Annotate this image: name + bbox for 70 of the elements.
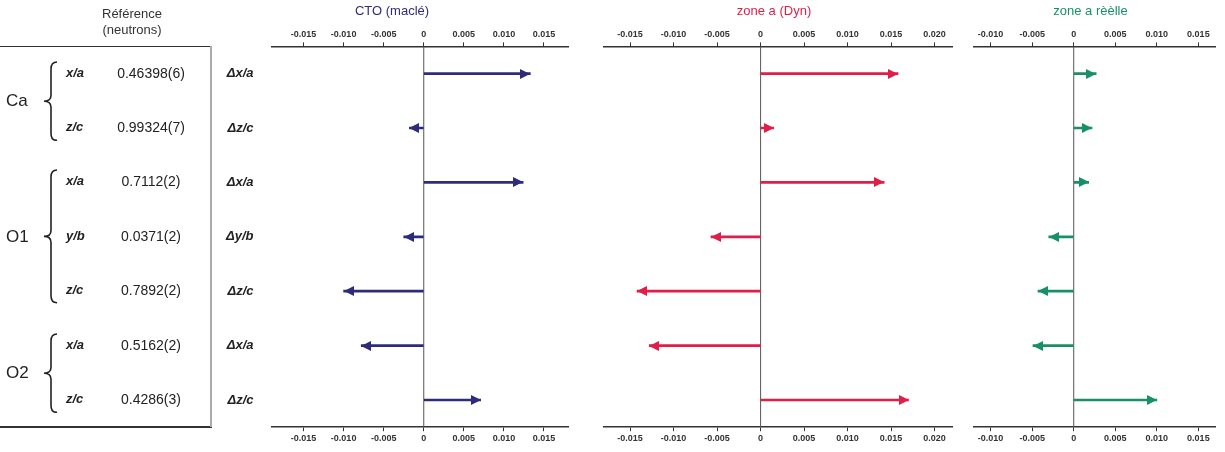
x-tick-label: -0.010 [330, 29, 357, 40]
text: 0.7112(2) [121, 173, 181, 190]
y-tick-label: Δz/c [226, 282, 255, 298]
chart-title: CTO (maclé) [354, 3, 430, 19]
x2-tick-label: 0.005 [452, 433, 476, 444]
x2-tick-label: 0.010 [492, 433, 516, 444]
x-tick-label: 0.015 [1187, 29, 1210, 40]
y-tick-label: Δy/b [225, 228, 254, 244]
category-label: x/a [66, 173, 85, 189]
x-tick-label: 0 [758, 29, 764, 40]
text: Ca [6, 90, 28, 111]
x-tick-label: -0.015 [290, 29, 317, 40]
x-tick-label: 0.015 [532, 29, 556, 40]
text: 0.99324(7) [117, 119, 185, 135]
x2-tick-label: 0.015 [1187, 433, 1210, 444]
text: 0.4286(3) [121, 391, 181, 407]
x-tick-label: 0.020 [923, 29, 946, 40]
chart-title: zone a (Dyn) [736, 3, 812, 19]
x2-tick-label: 0.005 [1104, 433, 1127, 444]
x-tick-label: 0.010 [492, 29, 516, 40]
x2-tick-label: 0.010 [836, 433, 859, 444]
x-tick-label: -0.005 [704, 29, 730, 40]
x2-tick-label: -0.015 [290, 433, 317, 444]
text: 0.0371(2) [121, 227, 181, 244]
category-label: y/b [66, 227, 85, 243]
x-tick-label: 0.010 [1145, 29, 1169, 40]
x2-tick-label: -0.005 [370, 433, 397, 444]
x2-tick-label: -0.005 [704, 433, 730, 444]
x-tick-label: 0 [421, 29, 427, 40]
x2-tick-label: 0.020 [923, 433, 946, 444]
x-tick-label: 0.005 [452, 29, 476, 40]
category-label: x/a [66, 336, 85, 352]
y-tick-label: Δx/a [225, 65, 254, 81]
text: O1 [6, 226, 29, 247]
y-tick-label: Δz/c [226, 391, 255, 407]
x2-tick-label: 0.015 [879, 433, 903, 444]
x-tick-label: 0.005 [1104, 29, 1127, 40]
text: 0.7892(2) [121, 282, 181, 299]
x2-tick-label: -0.010 [977, 433, 1004, 444]
x2-tick-label: 0 [758, 433, 764, 444]
x-tick-label: -0.005 [1019, 29, 1045, 40]
text: Référence (neutrons) [101, 6, 163, 38]
text: 0.46398(6) [117, 64, 185, 81]
text: 0.5162(2) [121, 336, 181, 353]
x-tick-label: 0.010 [836, 29, 859, 40]
x-tick-label: 0 [1071, 29, 1077, 40]
x-tick-label: -0.010 [977, 29, 1004, 40]
x2-tick-label: 0.005 [792, 433, 816, 444]
x2-tick-label: 0.015 [532, 433, 556, 444]
x-tick-label: 0.015 [879, 29, 903, 40]
x-tick-label: -0.015 [617, 29, 643, 40]
x2-tick-label: 0.010 [1145, 433, 1169, 444]
x2-tick-label: -0.010 [330, 433, 357, 444]
y-tick-label: Δx/a [225, 337, 254, 353]
x2-tick-label: -0.015 [617, 433, 643, 444]
x-tick-label: -0.005 [370, 29, 397, 40]
x2-tick-label: -0.010 [660, 433, 687, 444]
y-tick-label: Δz/c [226, 119, 255, 135]
x-tick-label: 0.005 [792, 29, 816, 40]
x2-tick-label: 0 [421, 433, 427, 444]
x2-tick-label: -0.005 [1019, 433, 1045, 444]
y-tick-label: Δx/a [225, 173, 254, 189]
category-label: x/a [66, 64, 85, 80]
category-label: z/c [66, 119, 84, 134]
category-label: z/c [66, 282, 84, 298]
chart-title: zone a rèèlle [1053, 3, 1128, 19]
category-label: z/c [66, 391, 84, 406]
text: O2 [6, 362, 29, 383]
x2-tick-label: 0 [1071, 433, 1077, 444]
x-tick-label: -0.010 [660, 29, 687, 40]
